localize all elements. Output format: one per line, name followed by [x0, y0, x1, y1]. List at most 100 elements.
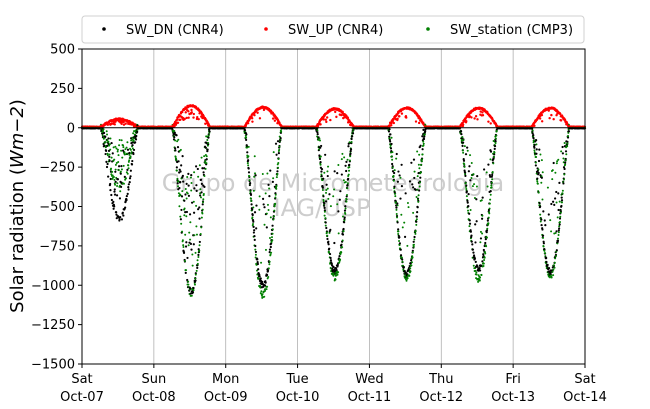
point-sw-station [552, 274, 555, 277]
point-sw-station [113, 178, 116, 181]
point-sw-station [177, 185, 180, 188]
point-sw-station [267, 276, 270, 279]
point-sw-dn [468, 212, 471, 215]
point-sw-up [114, 120, 117, 123]
point-sw-dn [107, 175, 110, 178]
point-sw-up [470, 116, 473, 119]
point-sw-dn [421, 135, 424, 138]
point-sw-station [413, 170, 416, 173]
point-sw-station [556, 216, 559, 219]
point-sw-station [416, 175, 419, 178]
point-sw-dn [422, 128, 425, 131]
point-sw-station [328, 231, 331, 234]
point-sw-station [174, 155, 177, 158]
point-sw-dn [340, 243, 343, 246]
point-sw-station [130, 139, 133, 142]
point-sw-dn [558, 227, 561, 230]
point-sw-up [185, 116, 188, 120]
point-sw-station [184, 233, 187, 236]
point-sw-station [488, 207, 491, 210]
point-sw-station [126, 141, 129, 144]
point-sw-station [346, 182, 349, 185]
point-sw-dn [472, 254, 476, 257]
point-sw-dn [326, 174, 329, 178]
point-sw-station [188, 231, 191, 234]
point-sw-dn [474, 223, 477, 226]
point-sw-station [557, 234, 560, 237]
point-sw-dn [274, 192, 277, 195]
point-sw-dn [105, 165, 109, 169]
point-sw-dn [199, 194, 202, 197]
point-sw-station [198, 249, 201, 252]
point-sw-dn [271, 180, 274, 183]
point-sw-station [487, 222, 490, 225]
point-sw-dn [460, 133, 463, 136]
point-sw-dn [550, 202, 553, 206]
point-sw-station [422, 144, 425, 147]
point-sw-dn [132, 148, 136, 152]
point-sw-dn [114, 170, 117, 173]
point-sw-station [478, 278, 481, 281]
point-sw-station [396, 204, 399, 207]
point-sw-dn [185, 210, 189, 214]
point-sw-station [187, 280, 190, 283]
point-sw-dn [476, 265, 479, 268]
point-sw-station [180, 222, 183, 225]
point-sw-dn [418, 189, 421, 192]
point-sw-station [418, 185, 421, 188]
point-sw-dn [484, 241, 487, 245]
point-sw-dn [103, 131, 106, 135]
point-sw-station [390, 155, 393, 158]
point-sw-station [112, 175, 115, 178]
point-sw-dn [489, 150, 493, 153]
point-sw-dn [254, 244, 257, 248]
point-sw-station [558, 225, 561, 228]
point-sw-station [403, 221, 406, 224]
point-sw-dn [531, 132, 534, 135]
point-sw-dn [113, 193, 117, 196]
point-sw-station [337, 232, 340, 235]
point-sw-station [126, 152, 129, 155]
point-sw-station [190, 181, 193, 184]
point-sw-station [271, 239, 274, 242]
point-sw-station [390, 136, 393, 139]
point-sw-up [540, 113, 544, 117]
point-sw-station [334, 278, 337, 281]
point-sw-station [464, 182, 467, 185]
point-sw-up [474, 115, 478, 118]
point-sw-station [342, 230, 345, 233]
point-sw-dn [202, 171, 205, 174]
point-sw-up [271, 117, 275, 120]
point-sw-up [547, 109, 550, 112]
point-sw-station [485, 236, 488, 239]
point-sw-station [110, 173, 113, 176]
point-sw-dn [200, 191, 203, 194]
point-sw-station [125, 171, 128, 174]
point-sw-station [204, 159, 207, 162]
point-sw-dn [534, 164, 537, 167]
point-sw-station [260, 261, 263, 264]
point-sw-dn [118, 218, 121, 221]
point-sw-dn [204, 146, 207, 149]
point-sw-up [322, 118, 325, 121]
point-sw-station [270, 251, 273, 254]
point-sw-station [557, 158, 560, 161]
point-sw-dn [481, 196, 484, 199]
point-sw-up [181, 110, 184, 114]
point-sw-station [395, 208, 398, 211]
point-sw-dn [336, 172, 339, 175]
point-sw-dn [187, 194, 191, 197]
point-sw-dn [266, 273, 269, 277]
point-sw-dn [186, 278, 189, 282]
point-sw-up [414, 120, 418, 123]
point-sw-dn [551, 200, 555, 203]
point-sw-station [339, 258, 342, 261]
point-sw-station [179, 148, 182, 151]
point-sw-dn [179, 180, 182, 184]
point-sw-dn [252, 225, 255, 228]
point-sw-station [107, 140, 110, 143]
point-sw-station [273, 215, 276, 218]
point-sw-dn [481, 260, 484, 263]
point-sw-station [483, 256, 486, 259]
point-sw-dn [399, 248, 402, 251]
